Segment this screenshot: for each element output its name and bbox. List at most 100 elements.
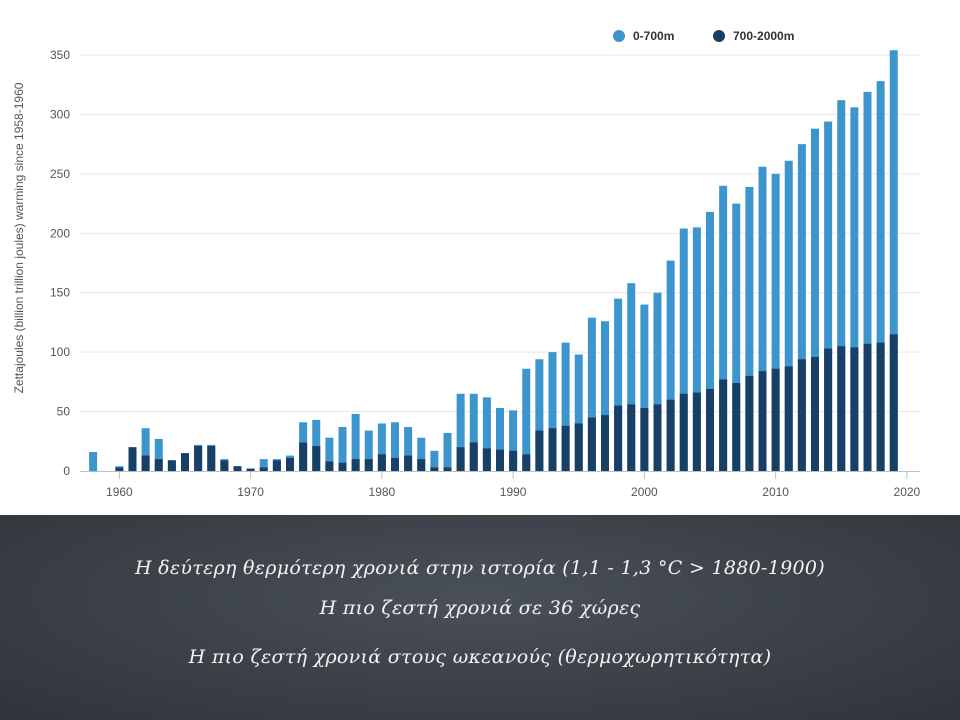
bar-700-2000m [797,359,806,471]
bar-0-700m [325,437,334,471]
bar-700-2000m [141,455,150,471]
bar-700-2000m [272,460,281,471]
bar-0-700m [876,81,885,472]
bar-0-700m [587,317,596,471]
bar-0-700m [706,211,714,472]
bar-700-2000m [377,454,386,471]
bar-700-2000m [325,461,334,471]
bar-700-2000m [128,447,137,471]
bar-0-700m [89,451,98,471]
bar-700-2000m [207,446,216,471]
bar-700-2000m [601,415,609,471]
bar-700-2000m [417,459,426,471]
bar-700-2000m [194,446,203,471]
y-tick-label: 200 [50,226,70,240]
bar-700-2000m [850,347,859,471]
bar-0-700m [377,423,386,471]
bar-700-2000m [456,447,465,471]
x-tick-label: 2010 [762,485,789,499]
bar-0-700m [404,427,413,471]
bar-0-700m [574,354,583,471]
legend-marker-0-700m [613,30,625,42]
bar-0-700m [417,437,426,471]
bar-700-2000m [259,467,268,471]
grid-layer: 0 50 100 150 200 250 300 350 [50,48,920,478]
bar-700-2000m [889,334,898,471]
bar-0-700m [561,342,570,471]
bar-700-2000m [115,467,124,471]
bar-0-700m [456,393,465,471]
bar-0-700m [850,107,859,471]
bar-0-700m [653,292,662,471]
bar-700-2000m [719,379,728,471]
bar-0-700m [482,397,491,471]
bar-0-700m [627,283,636,471]
bar-700-2000m [732,383,741,471]
bar-0-700m [509,410,518,471]
bar-0-700m [837,100,846,471]
bar-0-700m [745,186,754,471]
axis-layer: 1960 1970 1980 1990 2000 2010 2020 [80,471,921,499]
bar-0-700m [784,160,793,472]
bar-0-700m [797,144,806,471]
bars-layer [89,50,898,472]
y-tick-label: 300 [50,107,70,121]
bar-700-2000m [338,462,347,471]
bar-0-700m [666,260,675,471]
bar-0-700m [535,359,544,471]
bar-700-2000m [863,343,872,471]
x-tick-label: 1970 [237,485,264,499]
bar-0-700m [391,422,399,471]
ocean-heat-chart: 0 50 100 150 200 250 300 350 1960 1970 1980 1990 20… [12,29,921,499]
bar-0-700m [863,91,872,472]
y-tick-label: 250 [50,167,70,181]
caption-line-hottest-in-countries: Η πιο ζεστή χρονιά σε 36 χώρες [319,597,641,619]
bar-0-700m [338,427,347,471]
bar-0-700m [824,121,833,471]
bar-0-700m [141,428,150,471]
bar-700-2000m [220,460,229,471]
chart-area: 0 50 100 150 200 250 300 350 1960 1970 1980 1990 20… [12,29,921,499]
bar-700-2000m [574,423,583,471]
x-tick-label: 1990 [500,485,527,499]
bar-700-2000m [167,460,176,471]
bar-0-700m [351,413,360,471]
y-tick-label: 0 [63,464,70,478]
caption-line-hottest-oceans: Η πιο ζεστή χρονιά στους ωκεανούς (θερμο… [188,646,772,668]
bar-0-700m [692,227,701,471]
y-tick-label: 50 [57,405,71,419]
bar-0-700m [679,228,688,471]
bar-0-700m [771,173,780,471]
bar-700-2000m [784,366,793,471]
bar-700-2000m [706,388,714,471]
bar-0-700m [469,393,478,471]
bar-0-700m [732,203,741,472]
legend-marker-700-2000m [713,30,725,42]
x-tick-label: 2000 [631,485,658,499]
bar-700-2000m [640,408,649,471]
y-tick-label: 150 [50,286,70,300]
bar-0-700m [601,321,609,471]
bar-700-2000m [758,371,767,471]
bar-0-700m [811,128,819,472]
bar-700-2000m [811,356,819,471]
y-axis-title: Zettajoules (billion trillion joules) wa… [12,82,26,393]
bar-0-700m [443,432,452,471]
legend: 0-700m 700-2000m [613,29,794,43]
bar-700-2000m [443,467,452,471]
bar-700-2000m [181,453,189,471]
bar-700-2000m [771,368,780,471]
x-tick-label: 2020 [894,485,921,499]
bar-700-2000m [679,393,688,471]
bar-0-700m [548,352,557,471]
caption-panel: Η δεύτερη θερμότερη χρονιά στην ιστορία … [0,515,960,720]
bar-0-700m [312,419,321,471]
bar-0-700m [154,438,163,471]
bar-700-2000m [745,375,754,471]
bar-700-2000m [286,457,294,471]
bar-700-2000m [430,467,439,471]
y-tick-label: 350 [50,48,70,62]
caption-line-second-warmest-year: Η δεύτερη θερμότερη χρονιά στην ιστορία … [134,557,826,579]
bar-0-700m [719,185,728,471]
bar-700-2000m [587,417,596,471]
